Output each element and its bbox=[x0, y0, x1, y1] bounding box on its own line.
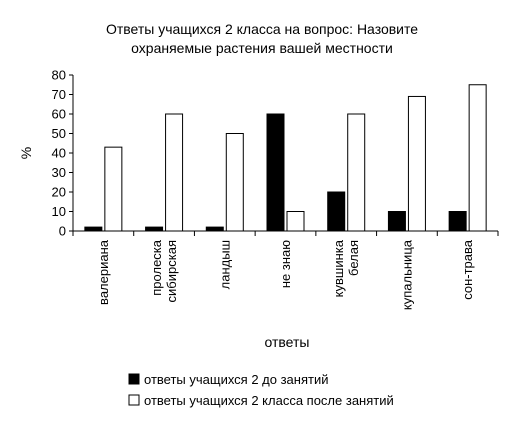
legend-label-series-2: ответы учащихся 2 класса после занятий bbox=[144, 393, 394, 408]
bar-series-1 bbox=[205, 226, 224, 232]
legend-swatch-series-1 bbox=[128, 373, 140, 385]
x-category-label: сон-трава bbox=[460, 239, 475, 300]
legend: ответы учащихся 2 до занятий ответы учащи… bbox=[128, 372, 394, 408]
x-category-label: не знаю bbox=[278, 240, 293, 288]
x-category-label: кувшинка bbox=[331, 239, 346, 297]
x-axis bbox=[72, 230, 499, 236]
bar-series-2 bbox=[165, 113, 184, 232]
x-category-label: ландыш bbox=[217, 240, 232, 289]
x-category-label: купальница bbox=[399, 239, 414, 310]
bar-series-2 bbox=[347, 113, 366, 232]
y-tick-label: 0 bbox=[59, 224, 66, 239]
legend-label-series-1: ответы учащихся 2 до занятий bbox=[144, 372, 329, 387]
bar-series-1 bbox=[327, 191, 346, 232]
bar-series-2 bbox=[407, 95, 426, 232]
y-tick-label: 30 bbox=[52, 165, 66, 180]
y-tick-label: 60 bbox=[52, 107, 66, 122]
category-labels: валериана пролеска сибирская ландыш не знаю к… bbox=[96, 239, 475, 310]
bar-series-1 bbox=[266, 113, 285, 232]
y-tick-label: 40 bbox=[52, 146, 66, 161]
chart-title-line-1: Ответы учащихся 2 класса на вопрос: Назо… bbox=[106, 21, 418, 37]
y-tick-label: 80 bbox=[52, 68, 66, 83]
y-axis-label: % bbox=[18, 147, 34, 159]
y-tick-label: 20 bbox=[52, 185, 66, 200]
bar-series-2 bbox=[104, 146, 123, 232]
x-axis-label: ответы bbox=[265, 334, 310, 350]
y-axis: 0 10 20 30 40 50 60 70 80 bbox=[52, 68, 74, 239]
bar-series-2 bbox=[225, 133, 244, 232]
bars bbox=[84, 84, 487, 232]
chart-title: Ответы учащихся 2 класса на вопрос: Назо… bbox=[106, 21, 418, 56]
bar-series-1 bbox=[145, 226, 164, 232]
x-category-label: белая bbox=[346, 240, 361, 276]
y-tick-label: 50 bbox=[52, 126, 66, 141]
legend-swatch-series-2 bbox=[128, 394, 140, 406]
x-category-label: валериана bbox=[96, 239, 111, 305]
bar-series-1 bbox=[448, 211, 467, 232]
chart-title-line-2: охраняемые растения вашей местности bbox=[131, 40, 393, 56]
x-category-label: пролеска bbox=[149, 239, 164, 296]
x-category-label: сибирская bbox=[164, 240, 179, 302]
y-tick-label: 10 bbox=[52, 204, 66, 219]
y-tick-label: 70 bbox=[52, 87, 66, 102]
bar-series-2 bbox=[286, 211, 305, 232]
bar-series-2 bbox=[468, 84, 487, 232]
bar-series-1 bbox=[387, 211, 406, 232]
bar-series-1 bbox=[84, 226, 103, 232]
